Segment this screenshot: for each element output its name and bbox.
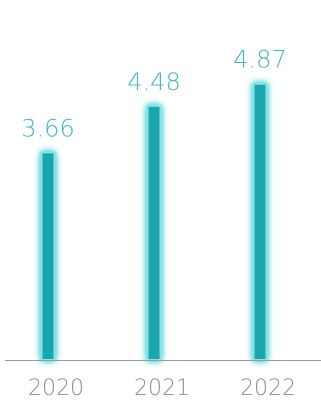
data-label-2020: 3.66 — [21, 114, 74, 142]
x-tick-label-2022: 2022 — [240, 376, 296, 401]
data-labels-group: 3.66 4.48 4.87 — [21, 46, 286, 143]
data-label-2021: 4.48 — [127, 68, 180, 96]
bars-group — [40, 82, 268, 361]
data-label-2022: 4.87 — [233, 46, 286, 74]
x-tick-labels-group: 2020 2021 2022 — [28, 376, 296, 401]
bar-2022 — [252, 82, 268, 361]
x-tick-label-2021: 2021 — [134, 376, 190, 401]
bar-2021 — [146, 104, 162, 361]
x-tick-label-2020: 2020 — [28, 376, 84, 401]
bar-2020 — [40, 151, 56, 361]
